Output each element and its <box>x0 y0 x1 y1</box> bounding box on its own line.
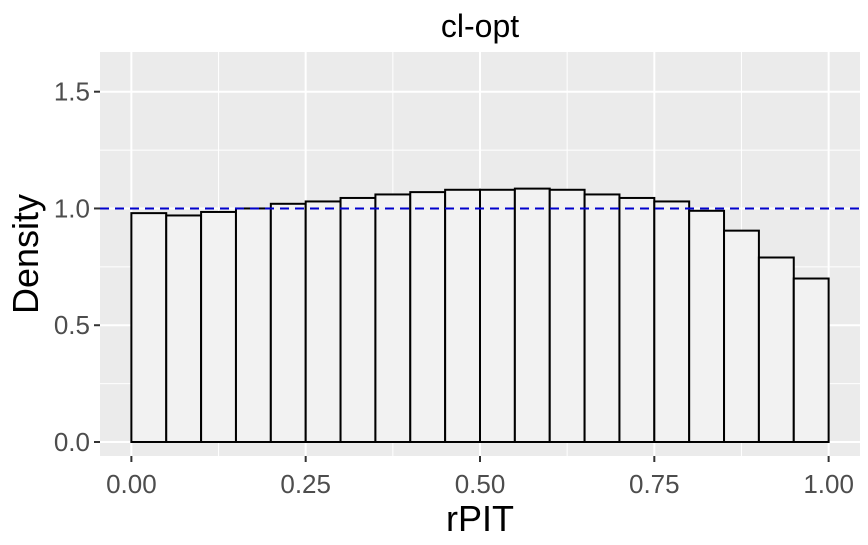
x-axis: 0.00 0.25 0.50 0.75 1.00 <box>106 456 854 499</box>
histogram-bar <box>618 196 656 443</box>
y-tick-label: 1.5 <box>54 77 90 107</box>
y-tick-label: 0.0 <box>54 427 90 457</box>
x-axis-title: rPIT <box>446 498 514 539</box>
histogram-bar <box>234 207 272 443</box>
histogram-bar <box>374 193 412 443</box>
chart-title: cl-opt <box>441 8 519 44</box>
histogram-bar <box>444 188 481 443</box>
histogram-bar <box>339 196 377 443</box>
x-tick-label: 0.00 <box>106 469 157 499</box>
histogram-bar <box>792 277 830 443</box>
y-axis-title: Density <box>5 194 46 314</box>
histogram-bar <box>513 187 551 443</box>
x-tick-label: 0.50 <box>455 469 506 499</box>
x-tick-label: 0.75 <box>629 469 680 499</box>
histogram-bar <box>130 212 168 443</box>
histogram-bars <box>130 187 830 443</box>
x-tick-label: 1.00 <box>803 469 854 499</box>
histogram-bar <box>269 202 307 443</box>
histogram-bar <box>479 188 516 443</box>
histogram-bar <box>409 191 447 443</box>
y-tick-label: 0.5 <box>54 310 90 340</box>
histogram-bar <box>723 229 760 443</box>
x-tick-label: 0.25 <box>280 469 331 499</box>
histogram-bar <box>757 256 795 443</box>
histogram-bar <box>200 210 237 443</box>
y-tick-label: 1.0 <box>54 193 90 223</box>
histogram-bar <box>653 200 691 443</box>
histogram-bar <box>165 214 203 443</box>
histogram-bar <box>583 193 621 443</box>
histogram-bar <box>304 200 342 443</box>
histogram-bar <box>688 209 726 443</box>
y-axis: 0.0 0.5 1.0 1.5 <box>54 77 100 457</box>
histogram-bar <box>548 188 586 443</box>
